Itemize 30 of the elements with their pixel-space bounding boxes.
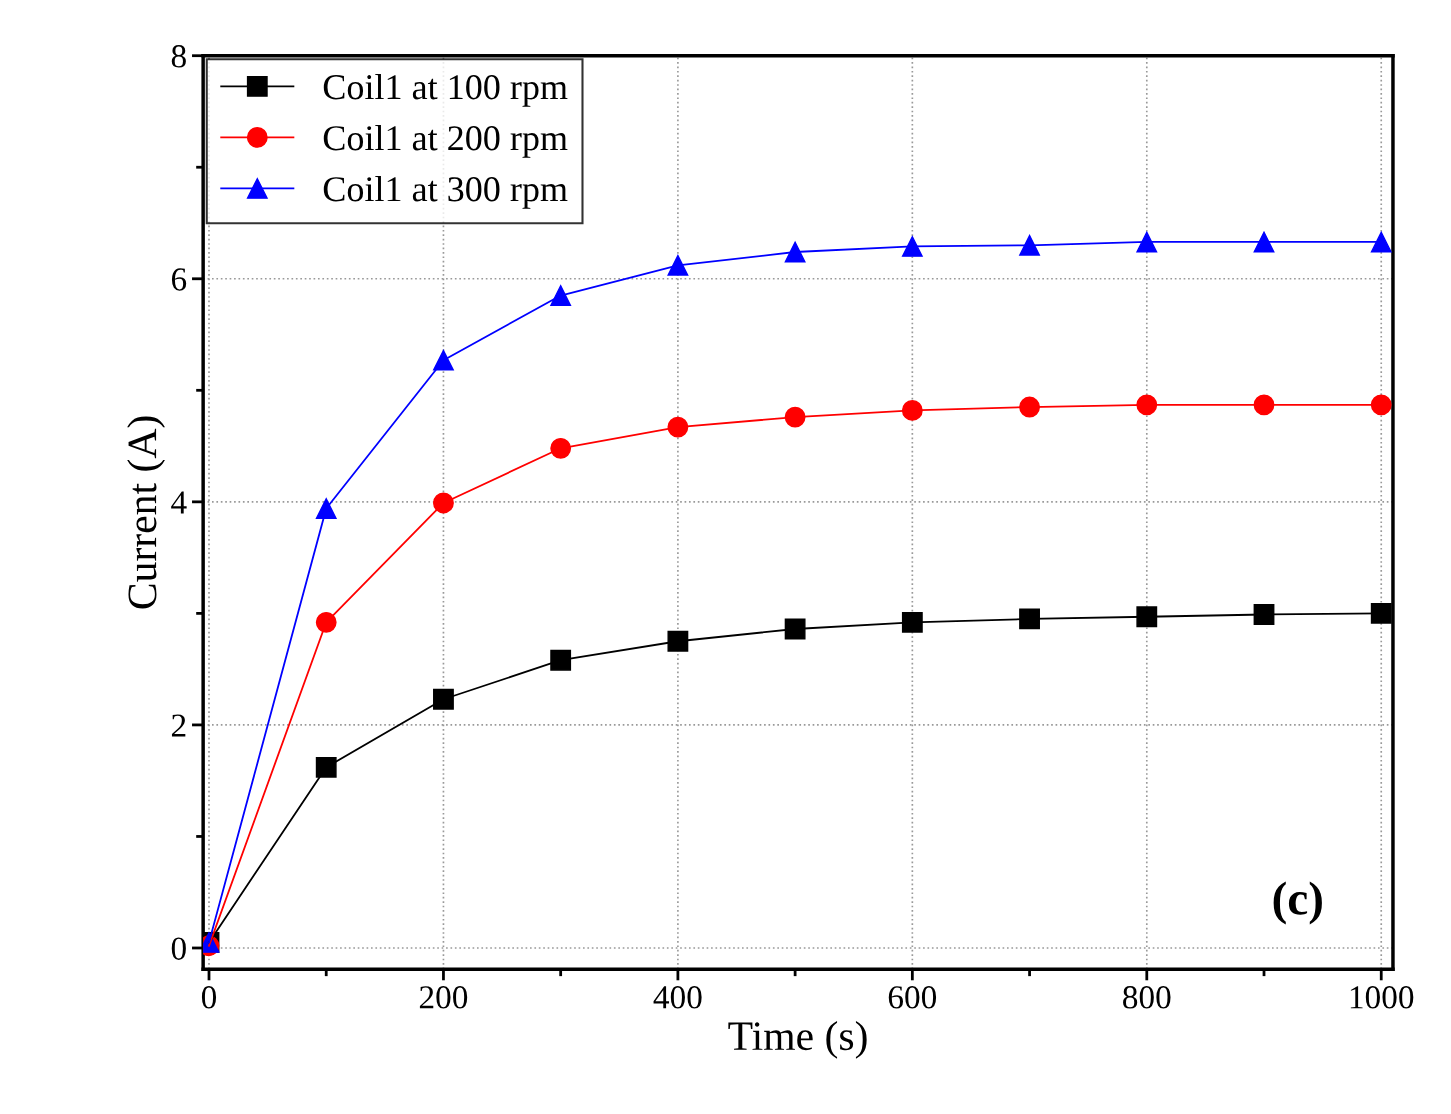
legend-label: Coil1 at 200 rpm [323,125,568,158]
point [901,236,923,257]
y-axis-title: Current (A) [127,416,165,609]
point [1370,394,1392,416]
y-tick-label: 2 [171,714,186,737]
point [1370,231,1392,253]
x-tick-label: 400 [653,986,702,1009]
point [550,649,572,671]
y-tick-label: 0 [171,937,186,960]
point [1136,606,1158,628]
x-tick-label: 800 [1123,986,1171,1009]
x-tick-label: 200 [419,986,468,1009]
y-tick-label: 4 [171,491,187,514]
x-tick-label: 1000 [1350,986,1414,1009]
point [1370,602,1392,624]
point [433,688,454,710]
point [315,756,337,778]
legend-label: Coil1 at 100 rpm [323,73,568,107]
x-axis-title: Time (s) [728,1020,867,1059]
point [901,611,923,633]
point [667,254,689,276]
x-tick-label: 600 [888,986,937,1009]
x-tick-label: 0 [201,986,217,1009]
point [1253,604,1275,625]
annotation: (c) [1273,881,1322,925]
y-tick-label: 8 [171,45,186,68]
legend-label: Coil1 at 300 rpm [323,176,568,209]
y-tick-label: 6 [171,268,187,291]
point [667,630,689,652]
point [1019,234,1040,256]
